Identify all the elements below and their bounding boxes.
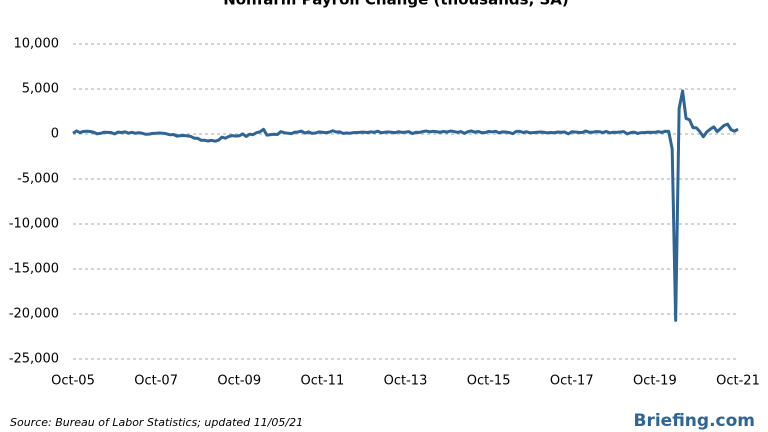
y-tick-label: -10,000 [9, 217, 59, 232]
y-tick-label: 5,000 [22, 82, 59, 97]
y-tick-label: -20,000 [9, 307, 59, 322]
y-tick-label: -5,000 [17, 172, 59, 187]
x-tick-label: Oct-21 [716, 374, 760, 389]
x-tick-label: Oct-17 [550, 374, 594, 389]
x-tick-label: Oct-11 [301, 374, 345, 389]
brand-logo: Briefing.com [634, 411, 756, 431]
y-tick-label: -15,000 [9, 262, 59, 277]
x-tick-label: Oct-19 [633, 374, 677, 389]
y-tick-label: 0 [51, 127, 59, 142]
x-tick-label: Oct-09 [217, 374, 261, 389]
x-tick-label: Oct-05 [51, 374, 95, 389]
data-line [72, 89, 739, 322]
y-tick-label: 10,000 [14, 37, 60, 52]
source-note: Source: Bureau of Labor Statistics; upda… [10, 416, 303, 429]
x-tick-label: Oct-15 [467, 374, 511, 389]
x-tick-label: Oct-07 [134, 374, 178, 389]
y-tick-label: -25,000 [9, 352, 59, 367]
chart-title: Nonfarm Payroll Change (thousands, SA) [223, 0, 569, 9]
x-tick-label: Oct-13 [384, 374, 428, 389]
